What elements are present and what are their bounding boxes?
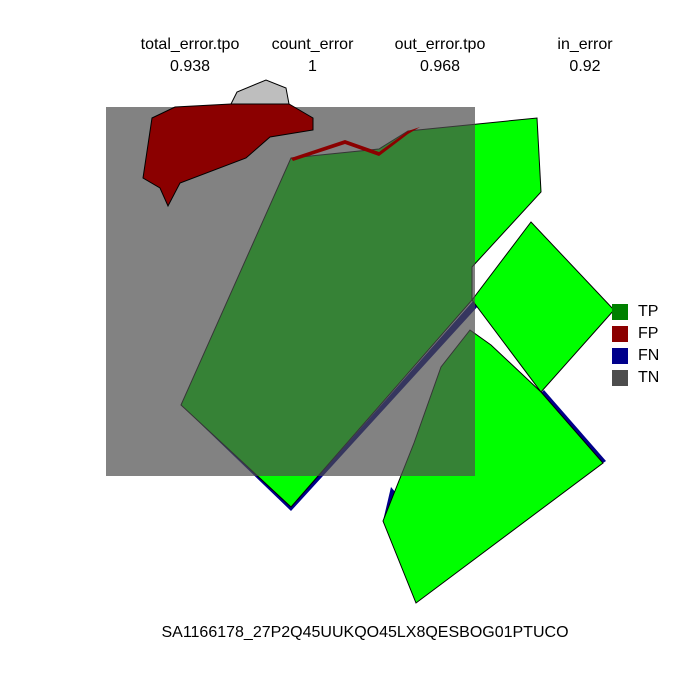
legend-item-tp: TP — [612, 301, 659, 323]
metric-count-error: count_error 1 — [250, 34, 375, 78]
legend-swatch-tn — [612, 370, 628, 386]
legend-item-tn: TN — [612, 367, 659, 389]
metric-value: 0.968 — [419, 58, 461, 75]
legend-label: TN — [638, 369, 660, 386]
fn-edge-diamond-polygon — [541, 390, 606, 463]
legend-swatch-tp — [612, 304, 628, 320]
metric-value: 1 — [308, 58, 317, 75]
image-id-caption: SA1166178_27P2Q45UUKQO45LX8QESBOG01PTUCO — [161, 624, 569, 641]
metric-total-error-tpo: total_error.tpo 0.938 — [120, 34, 260, 78]
legend-item-fp: FP — [612, 323, 659, 345]
legend-label: FN — [638, 347, 660, 364]
metric-name: total_error.tpo — [140, 36, 240, 53]
metric-in-error: in_error 0.92 — [530, 34, 640, 78]
fp-region — [142, 103, 314, 208]
legend-swatch-fp — [612, 326, 628, 342]
legend-label: TP — [638, 303, 659, 320]
metric-name: count_error — [271, 36, 354, 53]
metric-name: out_error.tpo — [394, 36, 486, 53]
legend-item-fn: FN — [612, 345, 659, 367]
prediction-region-outside — [230, 79, 290, 105]
metric-out-error-tpo: out_error.tpo 0.968 — [370, 34, 510, 78]
legend: TP FP FN TN — [612, 301, 659, 389]
legend-label: FP — [638, 325, 659, 342]
fp-edge-strip — [291, 127, 420, 161]
metric-value: 0.92 — [569, 58, 601, 75]
metric-value: 0.938 — [169, 58, 211, 75]
legend-swatch-fn — [612, 348, 628, 364]
metric-name: in_error — [557, 36, 613, 53]
